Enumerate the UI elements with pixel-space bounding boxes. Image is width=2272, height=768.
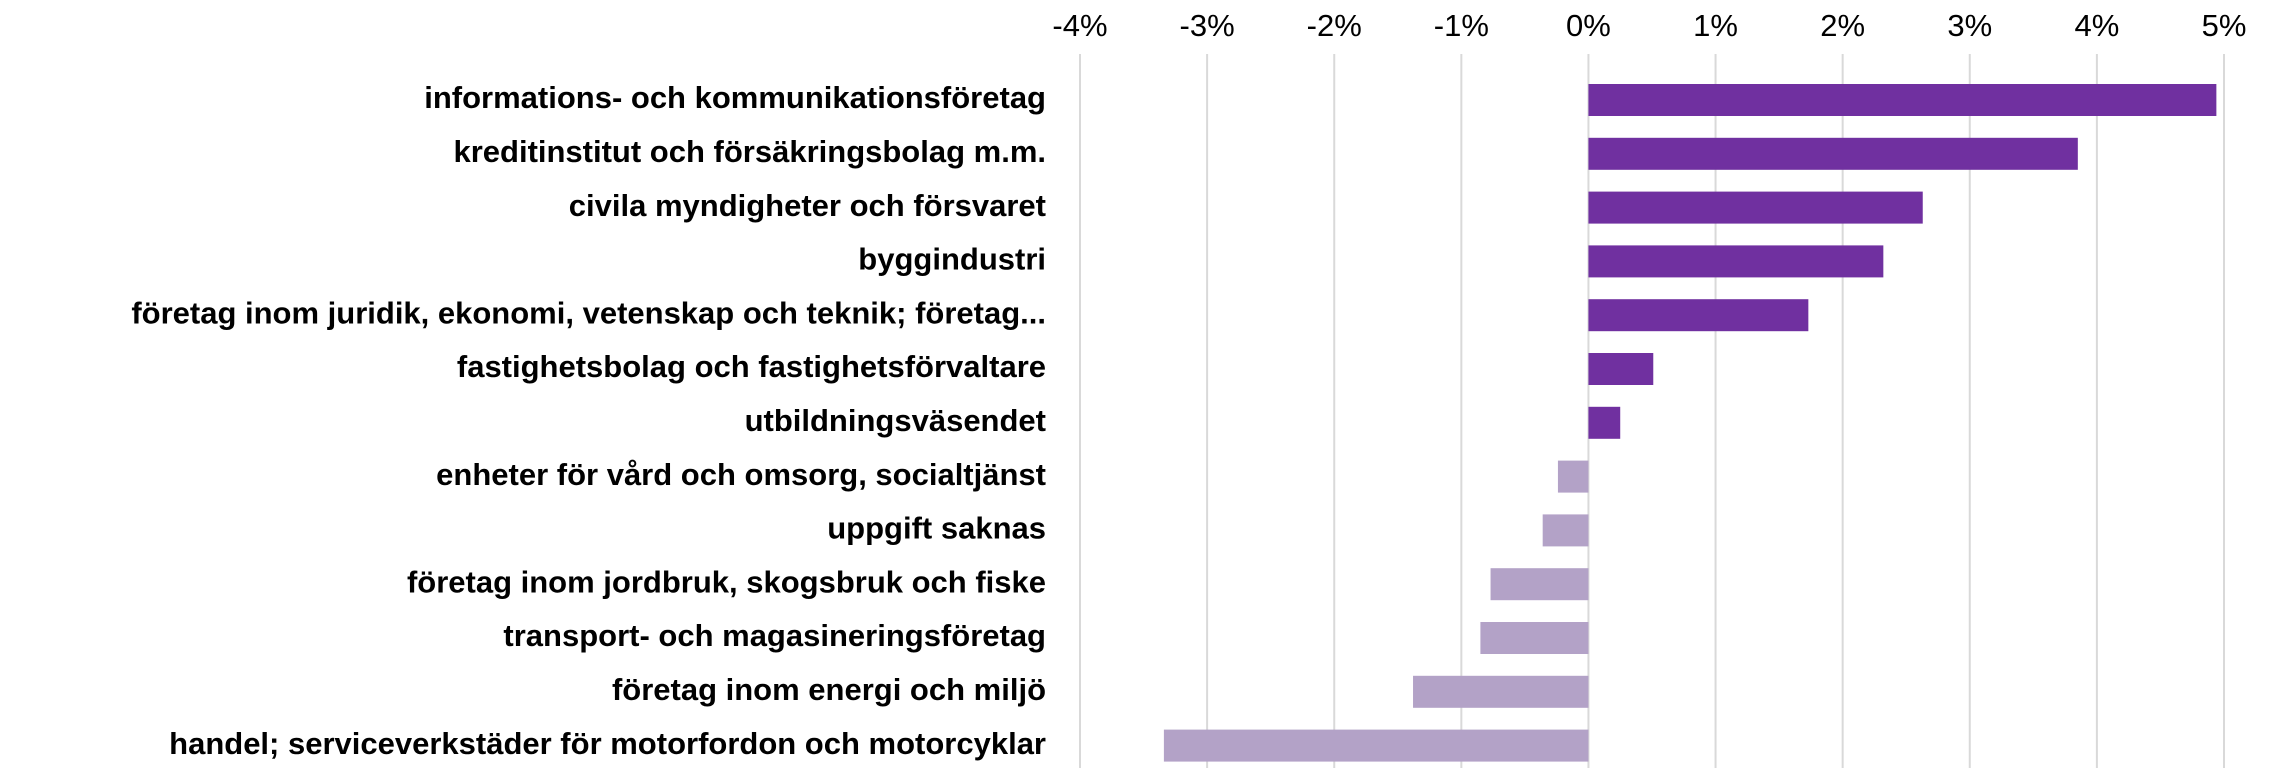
x-tick-label: 3% (1947, 8, 1992, 43)
bar (1588, 353, 1654, 385)
category-label: fastighetsbolag och fastighetsförvaltare (457, 349, 1046, 384)
bar (1490, 568, 1589, 601)
category-label: transport- och magasineringsföretag (503, 618, 1046, 653)
category-label: kreditinstitut och försäkringsbolag m.m. (453, 134, 1046, 169)
bar (1163, 729, 1589, 762)
bar (1588, 245, 1884, 278)
x-tick-label: -4% (1052, 8, 1107, 43)
category-label: byggindustri (858, 242, 1046, 277)
bar (1542, 514, 1589, 547)
category-label: utbildningsväsendet (745, 403, 1046, 438)
bar (1588, 137, 2078, 170)
category-label: företag inom jordbruk, skogsbruk och fis… (407, 564, 1046, 599)
x-tick-label: -2% (1307, 8, 1362, 43)
x-tick-label: -3% (1180, 8, 1235, 43)
category-label: informations- och kommunikationsföretag (424, 80, 1046, 115)
category-label: enheter för vård och omsorg, socialtjäns… (436, 457, 1046, 492)
category-label: företag inom juridik, ekonomi, vetenskap… (131, 295, 1046, 330)
x-tick-label: 2% (1820, 8, 1865, 43)
category-label: handel; serviceverkstäder för motorfordo… (169, 726, 1046, 761)
bar (1413, 675, 1589, 708)
bar (1480, 622, 1589, 654)
bar (1588, 406, 1621, 439)
category-label: företag inom energi och miljö (612, 672, 1046, 707)
x-tick-label: 0% (1566, 8, 1611, 43)
bar (1588, 299, 1809, 332)
x-tick-label: 4% (2074, 8, 2119, 43)
bar (1588, 191, 1923, 224)
x-tick-label: 1% (1693, 8, 1738, 43)
category-label: civila myndigheter och försvaret (569, 188, 1046, 223)
bar (1557, 460, 1589, 493)
x-tick-label: -1% (1434, 8, 1489, 43)
x-tick-label: 5% (2202, 8, 2247, 43)
bar (1588, 84, 2217, 116)
category-label: uppgift saknas (827, 511, 1046, 546)
